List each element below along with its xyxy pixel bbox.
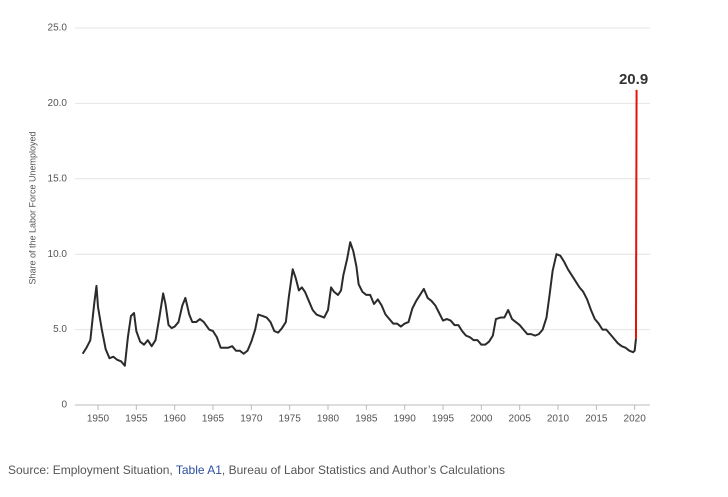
x-tick-label: 2020 bbox=[624, 414, 647, 425]
source-note: Source: Employment Situation, Table A1, … bbox=[8, 463, 505, 477]
chart: Share of the Labor Force Unemployed 0 5.0… bbox=[27, 23, 650, 425]
x-tick-label: 2005 bbox=[509, 414, 532, 425]
y-tick-label: 20.0 bbox=[48, 98, 68, 109]
x-tick-label: 2015 bbox=[585, 414, 608, 425]
x-tick-label: 1995 bbox=[432, 414, 455, 425]
y-tick-label: 10.0 bbox=[48, 249, 68, 260]
data-label: 20.9 bbox=[619, 71, 648, 88]
y-tick-label: 0 bbox=[61, 400, 67, 411]
x-tick-label: 2000 bbox=[470, 414, 493, 425]
x-tick-label: 1980 bbox=[317, 414, 340, 425]
y-tick-label: 15.0 bbox=[48, 173, 68, 184]
y-axis-label: Share of the Labor Force Unemployed bbox=[27, 131, 37, 284]
x-tick-label: 1985 bbox=[355, 414, 378, 425]
x-tick-label: 1955 bbox=[125, 414, 148, 425]
source-text: , Bureau of Labor Statistics and Author’… bbox=[221, 463, 505, 477]
source-text: Source: Employment Situation, bbox=[8, 463, 176, 477]
x-tick-label: 1990 bbox=[394, 414, 417, 425]
data-line bbox=[634, 89, 638, 339]
source-link[interactable]: Table A1 bbox=[175, 463, 222, 477]
y-tick-label: 5.0 bbox=[53, 324, 67, 335]
x-tick-label: 1965 bbox=[202, 414, 225, 425]
y-tick-label: 25.0 bbox=[48, 23, 68, 34]
x-tick-label: 2010 bbox=[547, 414, 570, 425]
data-line bbox=[81, 241, 637, 367]
x-tick-label: 1975 bbox=[279, 414, 302, 425]
x-tick-label: 1960 bbox=[164, 414, 187, 425]
x-tick-label: 1950 bbox=[87, 414, 110, 425]
x-tick-label: 1970 bbox=[240, 414, 263, 425]
